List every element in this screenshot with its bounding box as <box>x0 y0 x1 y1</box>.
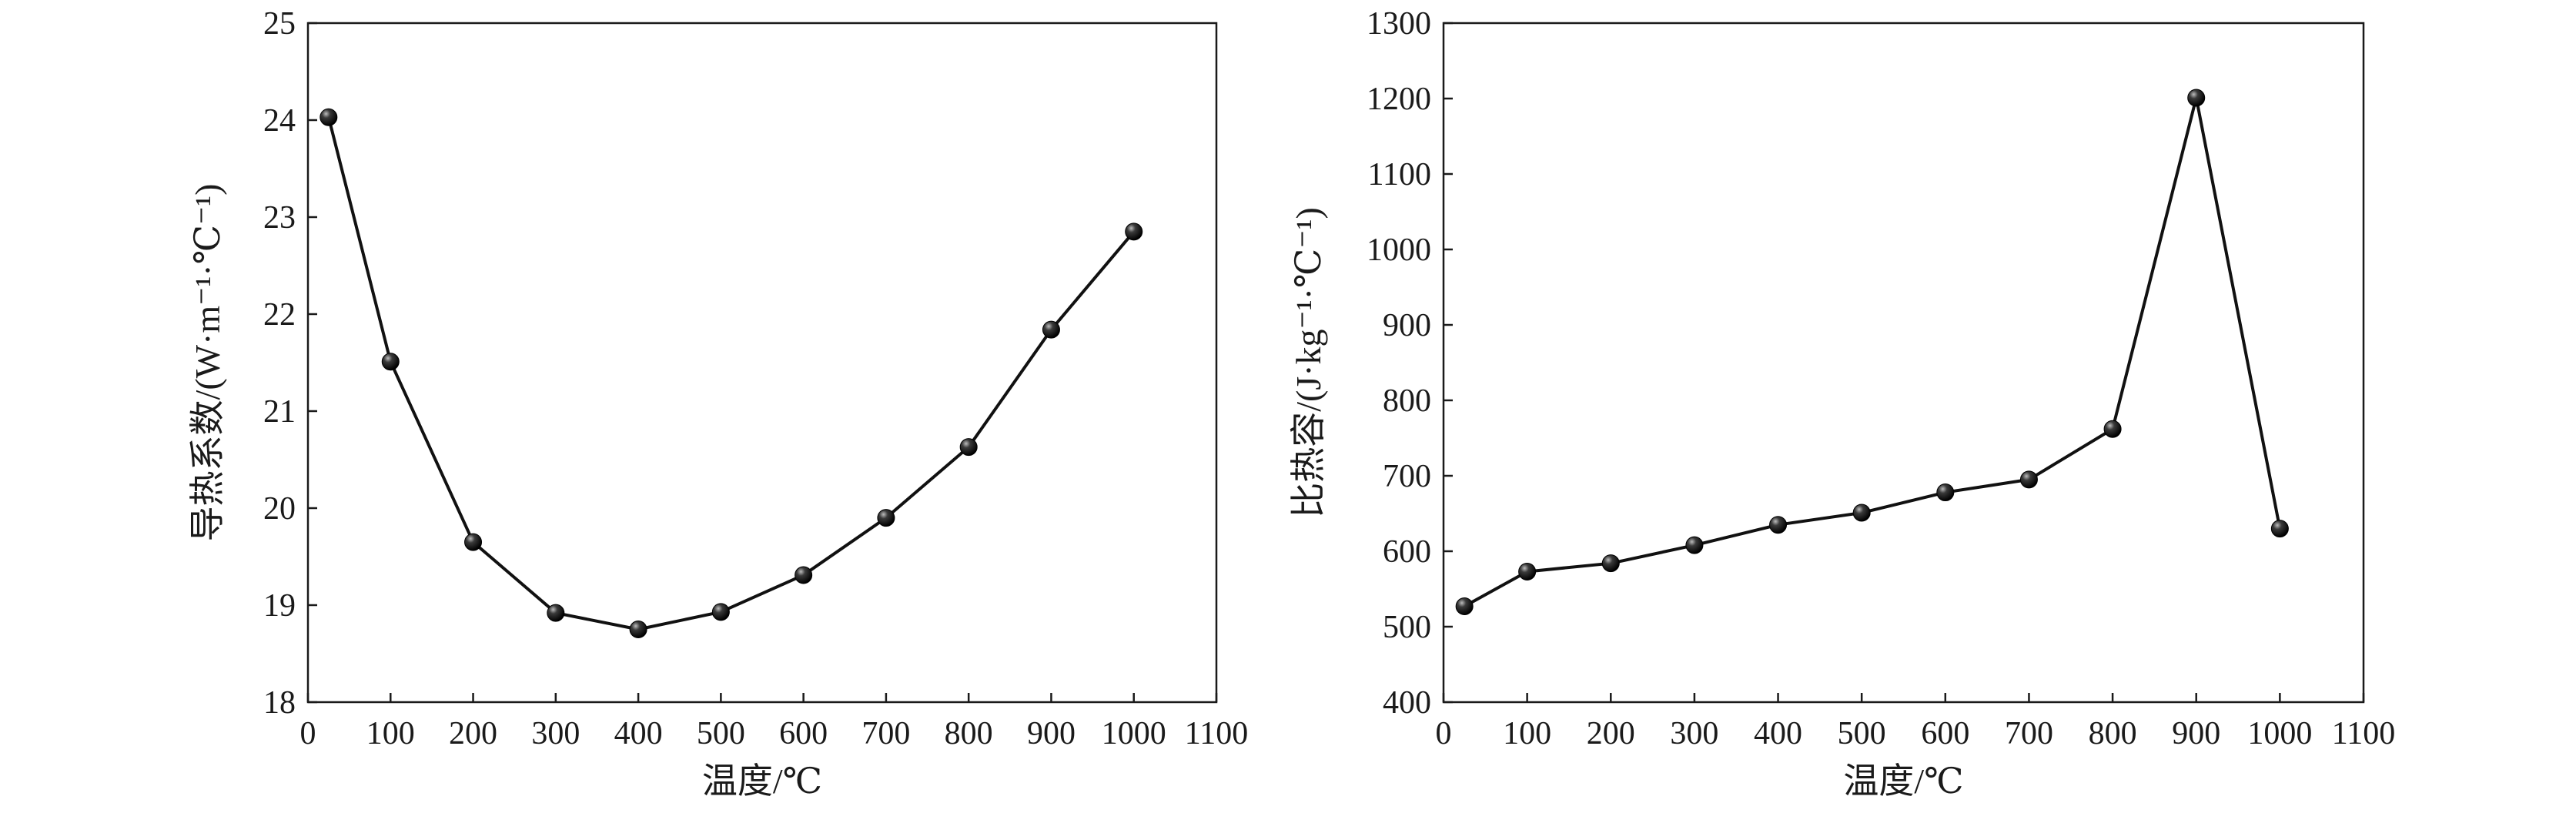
cp-y-tick-label: 1300 <box>1367 6 1431 42</box>
tc-data-point <box>959 438 978 457</box>
cp-data-point <box>1601 554 1620 573</box>
cp-y-tick-label: 400 <box>1383 685 1431 721</box>
tc-x-tick-label: 700 <box>861 716 910 751</box>
cp-x-tick-label: 900 <box>2172 716 2220 751</box>
tc-data-point <box>629 621 647 638</box>
cp-data-point <box>2103 420 2122 438</box>
tc-x-tick-label: 500 <box>697 716 745 751</box>
cp-data-point <box>1769 516 1788 534</box>
cp-data-point <box>1852 504 1871 522</box>
cp-y-tick-label: 700 <box>1383 459 1431 494</box>
cp-data-point <box>1455 597 1474 616</box>
tc-x-axis-title: 温度/℃ <box>702 761 822 801</box>
tc-data-point <box>319 108 338 126</box>
cp-x-tick-label: 500 <box>1838 716 1886 751</box>
specific-heat-chart: 0 100 200 300 400 500 600 700 800 900 1000 1100 400 5… <box>1289 6 2395 801</box>
tc-data-point <box>711 603 730 621</box>
cp-data-point <box>1685 536 1704 554</box>
cp-y-tick-label: 1000 <box>1367 233 1431 268</box>
cp-x-tick-label: 0 <box>1436 716 1452 751</box>
tc-y-tick-label: 20 <box>263 491 296 527</box>
cp-y-tick-label: 800 <box>1383 383 1431 419</box>
cp-data-point <box>2270 520 2289 538</box>
tc-data-point <box>795 566 813 584</box>
tc-y-tick-label: 19 <box>263 588 296 624</box>
cp-x-tick-label: 600 <box>1921 716 1969 751</box>
tc-x-tick-label: 600 <box>779 716 828 751</box>
tc-y-tick-label: 22 <box>263 297 296 333</box>
tc-x-tick-label: 0 <box>300 716 316 751</box>
tc-x-tick-label: 200 <box>449 716 497 751</box>
tc-y-tick-label: 21 <box>263 394 296 430</box>
tc-data-point <box>381 353 400 371</box>
tc-y-tick-label: 18 <box>263 685 296 721</box>
cp-data-point <box>1518 562 1537 580</box>
tc-y-tick-label: 24 <box>263 103 296 139</box>
thermal-conductivity-chart: 0 100 200 300 400 500 600 700 800 900 1000 1100 18 19… <box>188 6 1248 801</box>
tc-x-tick-label: 300 <box>531 716 580 751</box>
tc-y-axis-title: 导热系数/(W·m⁻¹·℃⁻¹) <box>188 184 227 542</box>
tc-y-tick-label: 23 <box>263 200 296 236</box>
cp-x-tick-label: 300 <box>1670 716 1718 751</box>
tc-x-tick-label: 1100 <box>1185 716 1248 751</box>
tc-x-tick-label: 400 <box>614 716 663 751</box>
tc-data-point <box>1042 320 1060 339</box>
tc-plot-frame <box>306 22 1218 704</box>
cp-data-point <box>2019 470 2038 489</box>
tc-x-tick-label: 1000 <box>1102 716 1166 751</box>
tc-series-line <box>326 116 1136 631</box>
cp-x-tick-label: 800 <box>2089 716 2137 751</box>
cp-x-tick-label: 400 <box>1754 716 1802 751</box>
cp-x-tick-label: 700 <box>2005 716 2053 751</box>
cp-x-tick-label: 1100 <box>2332 716 2395 751</box>
cp-y-tick-label: 1100 <box>1368 157 1431 192</box>
tc-y-tick-label: 25 <box>263 6 296 42</box>
cp-y-tick-label: 600 <box>1383 534 1431 570</box>
cp-y-tick-label: 500 <box>1383 610 1431 645</box>
tc-x-tick-label: 100 <box>366 716 415 751</box>
tc-data-point <box>1125 222 1143 241</box>
cp-y-tick-label: 900 <box>1383 308 1431 343</box>
tc-x-tick-label: 800 <box>945 716 993 751</box>
cp-x-tick-label: 1000 <box>2247 716 2312 751</box>
cp-y-axis-title: 比热容/(J·kg⁻¹·℃⁻¹) <box>1289 207 1328 518</box>
cp-plot-frame <box>1442 22 2365 704</box>
cp-x-tick-label: 200 <box>1587 716 1635 751</box>
tc-data-point <box>547 604 565 622</box>
cp-x-axis-title: 温度/℃ <box>1843 761 1963 801</box>
tc-data-point <box>877 509 895 527</box>
cp-series-line <box>1464 96 2282 608</box>
cp-data-point <box>1936 483 1955 502</box>
cp-y-tick-label: 1200 <box>1367 82 1431 117</box>
tc-x-tick-label: 900 <box>1027 716 1076 751</box>
cp-data-point <box>2187 89 2206 107</box>
cp-x-tick-label: 100 <box>1503 716 1551 751</box>
tc-data-point <box>464 533 483 551</box>
